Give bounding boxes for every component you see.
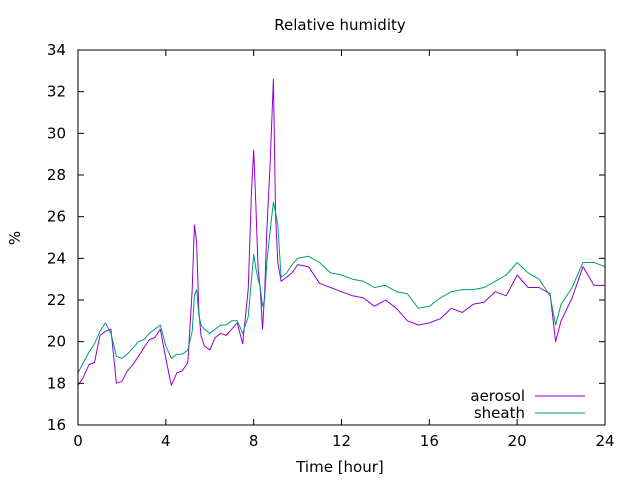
legend-label-aerosol: aerosol [470,387,525,405]
y-tick-label: 18 [47,374,66,392]
x-tick-label: 0 [73,432,83,450]
series-line-sheath [77,201,606,374]
x-tick-label: 12 [332,432,351,450]
y-tick-label: 30 [47,124,66,142]
x-tick-label: 20 [508,432,527,450]
x-tick-label: 8 [249,432,259,450]
y-tick-label: 16 [47,416,66,434]
x-tick-label: 24 [595,432,614,450]
y-tick-label: 22 [47,291,66,309]
y-tick-label: 32 [47,83,66,101]
series-line-aerosol [77,78,605,386]
y-tick-label: 24 [47,249,66,267]
series-lines [77,78,606,386]
y-tick-label: 26 [47,208,66,226]
legend: aerosol sheath [470,387,585,422]
y-tick-label: 20 [47,333,66,351]
x-tick-label: 4 [161,432,171,450]
x-axis-label: Time [hour] [295,458,384,476]
y-axis-label: % [6,231,24,245]
x-tick-label: 16 [420,432,439,450]
legend-label-sheath: sheath [474,404,525,422]
y-tick-label: 28 [47,166,66,184]
axis-ticks: 0 4 8 12 16 20 24 16 18 20 22 24 26 28 30 32 34 [47,41,615,450]
plot-frame [77,49,606,426]
chart-title: Relative humidity [274,16,406,34]
y-tick-label: 34 [47,41,66,59]
